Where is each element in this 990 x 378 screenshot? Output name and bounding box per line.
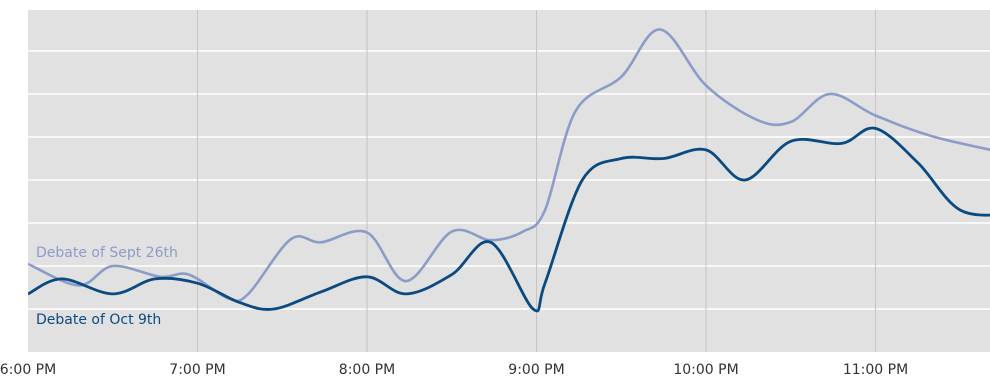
series-label-sept-26: Debate of Sept 26th bbox=[36, 245, 178, 261]
x-tick-label: 8:00 PM bbox=[339, 362, 395, 378]
plot-background bbox=[28, 10, 990, 352]
x-tick-label: 11:00 PM bbox=[843, 362, 908, 378]
x-tick-label: 6:00 PM bbox=[0, 362, 56, 378]
series-line-oct-9 bbox=[28, 126, 990, 313]
series-lines bbox=[28, 28, 990, 313]
x-tick-label: 9:00 PM bbox=[508, 362, 564, 378]
grid-lines bbox=[28, 10, 990, 352]
series-line-sept-26 bbox=[28, 28, 990, 303]
x-tick-label: 10:00 PM bbox=[673, 362, 738, 378]
x-axis-ticks: 6:00 PM 7:00 PM 8:00 PM 9:00 PM 10:00 PM 11:0… bbox=[0, 362, 908, 378]
x-tick-label: 7:00 PM bbox=[169, 362, 225, 378]
series-label-oct-9: Debate of Oct 9th bbox=[36, 312, 161, 328]
